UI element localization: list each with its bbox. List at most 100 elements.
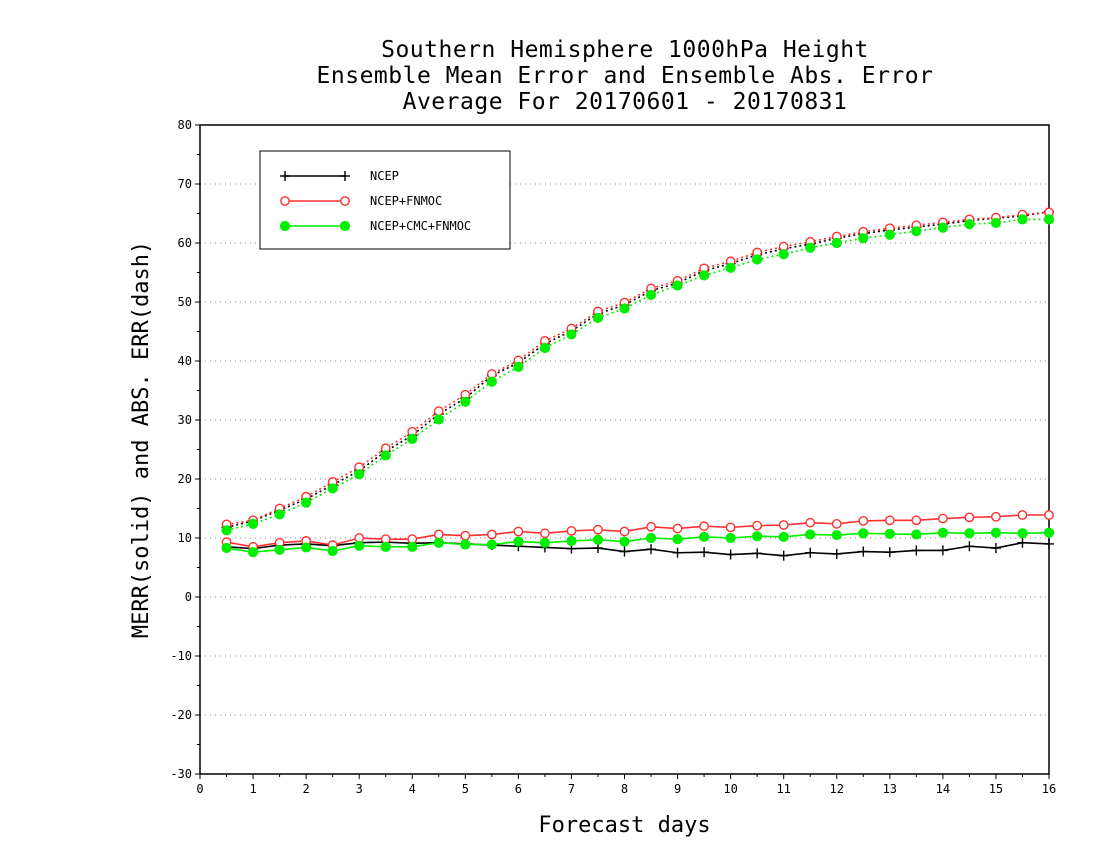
series-ncep-cmc-fnmoc-merr-point	[327, 545, 338, 557]
legend-item-ncep-cmc-fnmoc: NCEP+CMC+FNMOC	[279, 219, 471, 233]
series-ncep-cmc-fnmoc-abs-point	[1043, 214, 1055, 225]
series-ncep-merr-point	[964, 541, 975, 552]
series-ncep-fnmoc-merr-point	[911, 515, 922, 526]
series-ncep-merr-point	[937, 545, 948, 556]
series-ncep-cmc-fnmoc-abs-point	[380, 450, 391, 461]
x-tick-label: 8	[621, 782, 628, 796]
series-ncep-fnmoc-merr-point	[566, 526, 577, 536]
series-ncep-cmc-fnmoc-merr-point	[778, 531, 789, 542]
series-ncep-fnmoc-merr-point	[937, 513, 948, 524]
series-ncep-cmc-fnmoc-merr-point	[752, 531, 763, 542]
x-tick-label: 3	[356, 782, 363, 796]
series-ncep-cmc-fnmoc-abs-point	[884, 229, 895, 240]
series-ncep-cmc-fnmoc-merr-point	[964, 528, 975, 539]
series-ncep-fnmoc-merr-point	[619, 526, 630, 537]
x-tick-label: 5	[462, 782, 469, 796]
x-tick-label: 1	[249, 782, 256, 796]
series-ncep-cmc-fnmoc-abs-point	[566, 329, 577, 340]
x-tick-label: 6	[515, 782, 522, 796]
y-tick-label: -10	[170, 649, 192, 663]
legend-box	[259, 150, 511, 250]
series-ncep-merr-point	[778, 550, 789, 561]
series-ncep-cmc-fnmoc-merr-point	[645, 532, 657, 544]
series-ncep-cmc-fnmoc-merr-point	[672, 534, 683, 545]
series-ncep-fnmoc-merr-point	[1044, 510, 1054, 520]
series-ncep-cmc-fnmoc-merr-point	[937, 527, 948, 538]
series-ncep-merr-point	[752, 548, 763, 559]
x-axis-title: Forecast days	[538, 813, 710, 838]
series-ncep-cmc-fnmoc-merr-point	[990, 527, 1002, 538]
series-ncep-cmc-fnmoc-merr-point	[592, 534, 604, 545]
legend-item-ncep: NCEP	[280, 169, 399, 183]
y-tick-label: 80	[178, 118, 192, 132]
series-ncep-fnmoc-merr-point	[486, 529, 497, 540]
series-ncep-cmc-fnmoc-merr-point	[221, 542, 232, 554]
series-ncep-cmc-fnmoc-merr-point	[831, 529, 842, 541]
series-ncep-cmc-fnmoc-merr-point	[513, 536, 524, 547]
series-ncep-merr-point	[1017, 537, 1028, 548]
series-ncep-fnmoc-merr-point	[540, 528, 550, 539]
legend-marker	[279, 220, 291, 232]
series-ncep-cmc-fnmoc-abs-point	[301, 497, 312, 508]
series-ncep-mean-error-line	[226, 541, 1050, 557]
series-ncep-cmc-fnmoc-abs-point	[327, 483, 338, 494]
series-ncep-cmc-fnmoc-merr-point	[911, 529, 922, 540]
series-ncep-merr-point	[725, 549, 736, 560]
x-tick-label: 16	[1042, 782, 1056, 796]
y-tick-label: 50	[178, 295, 192, 309]
series-ncep-cmc-fnmoc-merr-point	[858, 528, 869, 539]
chart-title-line-1: Southern Hemisphere 1000hPa Height	[381, 37, 869, 63]
legend-marker	[280, 171, 290, 181]
y-tick-label: 70	[178, 177, 192, 191]
legend: NCEP NCEP+FNMOC NCEP+CMC+FNMOC	[259, 150, 511, 250]
series-ncep-cmc-fnmoc-abs-point	[725, 262, 736, 273]
series-ncep-cmc-fnmoc-abs-point	[698, 270, 710, 281]
x-tick-label: 14	[936, 782, 950, 796]
series-ncep-cmc-fnmoc-abs-point	[619, 303, 630, 314]
series-ncep-cmc-fnmoc-abs-point	[672, 280, 683, 291]
legend-marker	[280, 196, 290, 206]
series-ncep-cmc-fnmoc-abs-error-line	[226, 218, 1049, 532]
series-ncep-cmc-fnmoc-abs-point	[539, 342, 551, 354]
legend-label: NCEP	[370, 169, 399, 183]
series-ncep-cmc-fnmoc-mean-error-line	[226, 531, 1050, 553]
series-ncep-fnmoc-merr-point	[831, 518, 842, 529]
legend-marker	[340, 171, 350, 181]
series-ncep-cmc-fnmoc-abs-point	[433, 414, 444, 425]
series-ncep-fnmoc-merr-point	[884, 515, 895, 526]
series-ncep-fnmoc-abs-error-line	[226, 211, 1050, 526]
x-tick-label: 0	[196, 782, 203, 796]
series-ncep-fnmoc-merr-point	[672, 523, 683, 534]
series-ncep-cmc-fnmoc-abs-point	[354, 469, 365, 480]
legend-label: NCEP+FNMOC	[370, 194, 442, 208]
series-ncep-merr-point	[1044, 538, 1054, 549]
x-tick-label: 9	[674, 782, 681, 796]
series-ncep-abs-error-line	[226, 210, 1050, 529]
series-ncep-cmc-fnmoc-abs-point	[221, 525, 232, 536]
series-ncep-cmc-fnmoc-abs-point	[805, 242, 816, 253]
series-ncep-merr-point	[990, 543, 1001, 554]
chart-title-line-2: Ensemble Mean Error and Ensemble Abs. Er…	[316, 63, 934, 89]
series-ncep-cmc-fnmoc-merr-point	[354, 540, 365, 551]
series-ncep-cmc-fnmoc-abs-point	[1017, 214, 1028, 225]
series-ncep-cmc-fnmoc-abs-point	[486, 376, 497, 387]
series-ncep-cmc-fnmoc-merr-point	[247, 547, 259, 558]
series-ncep-cmc-fnmoc-merr-point	[805, 529, 816, 540]
y-tick-label: 30	[178, 413, 192, 427]
y-tick-label: 10	[178, 531, 192, 545]
series-ncep-merr-point	[911, 545, 922, 556]
series-ncep-fnmoc-merr-point	[725, 522, 736, 533]
y-tick-label: -20	[170, 708, 192, 722]
series-ncep-cmc-fnmoc-abs-point	[274, 509, 285, 520]
series-ncep-cmc-fnmoc-merr-point	[486, 539, 497, 550]
x-tick-label: 4	[409, 782, 416, 796]
grid-layer	[200, 183, 1049, 716]
series-ncep-fnmoc-merr-point	[513, 526, 524, 537]
series-ncep-cmc-fnmoc-merr-point	[1017, 528, 1028, 539]
y-tick-label: 20	[178, 472, 192, 486]
series-ncep-merr-point	[805, 547, 816, 558]
series-ncep-merr-point	[619, 546, 630, 557]
x-tick-label: 7	[568, 782, 575, 796]
